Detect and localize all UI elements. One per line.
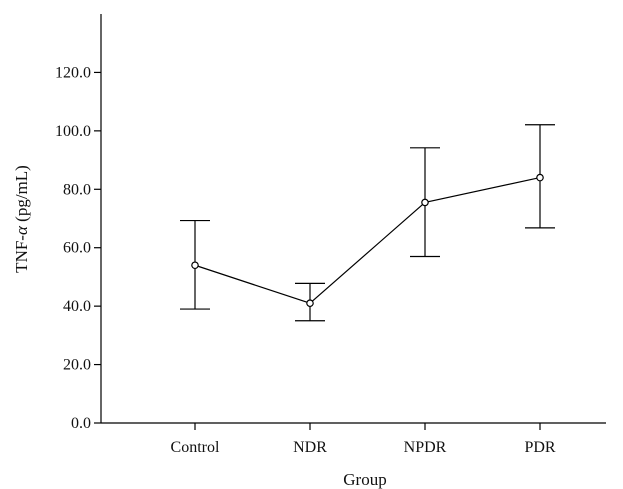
y-tick-label: 40.0 — [63, 298, 91, 315]
plot-area — [180, 124, 555, 322]
y-tick-label: 60.0 — [63, 240, 91, 257]
data-point — [191, 261, 199, 270]
data-point — [421, 198, 429, 207]
y-ticks: 0.0 20.0 40.0 60.0 80.0 100.0 120.0 — [55, 64, 101, 432]
y-axis-title-part-2: (pg/mL) — [12, 165, 31, 226]
y-tick-label: 100.0 — [55, 123, 91, 140]
x-tick-label: Control — [171, 439, 220, 456]
x-ticks: Control NDR NPDR PDR — [171, 423, 556, 456]
series-line — [194, 177, 541, 304]
y-tick-label: 20.0 — [63, 357, 91, 374]
y-axis-title-part-1: TNF- — [12, 235, 31, 273]
data-point — [306, 299, 314, 308]
x-tick-label: PDR — [524, 439, 555, 456]
x-tick-label: NPDR — [404, 439, 447, 456]
y-tick-label: 80.0 — [63, 181, 91, 198]
y-tick-label: 120.0 — [55, 64, 91, 81]
x-axis-title: Group — [343, 470, 386, 489]
x-tick-label: NDR — [293, 439, 327, 456]
axes — [100, 14, 606, 424]
y-axis-title-alpha: α — [12, 225, 31, 235]
y-tick-label: 0.0 — [71, 415, 91, 432]
y-axis-title: TNF-α (pg/mL) — [12, 165, 31, 273]
data-point — [536, 173, 544, 182]
